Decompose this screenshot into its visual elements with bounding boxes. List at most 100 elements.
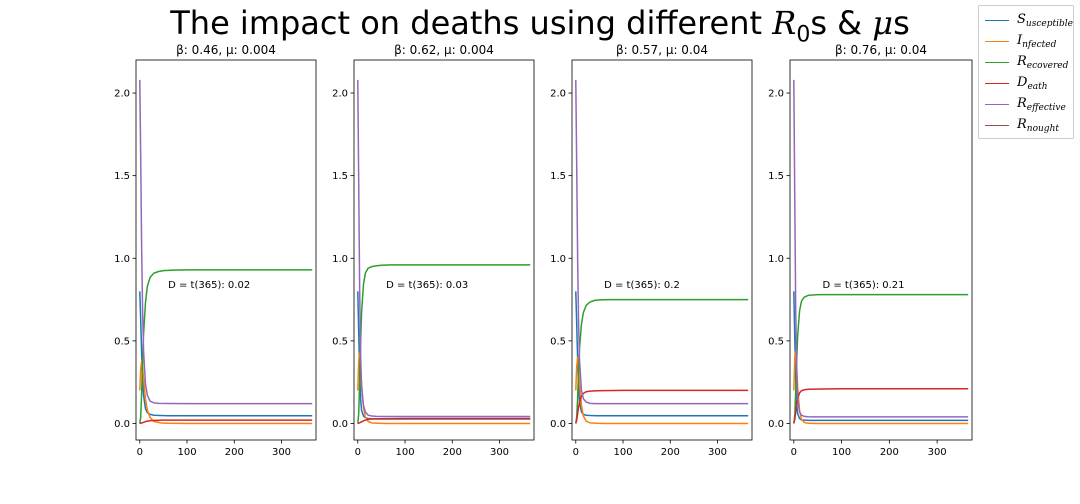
series-line-death: [139, 419, 313, 425]
series-line-recovered: [793, 293, 969, 424]
series-line-death: [793, 388, 969, 424]
death-annotation: D = t(365): 0.21: [822, 280, 904, 291]
legend-label-main: R: [1017, 116, 1027, 132]
y-tick-label: 1.0: [768, 254, 784, 265]
x-tick-label: 200: [443, 447, 462, 458]
legend-item-rnought: Rnought: [985, 116, 1059, 134]
series-line-reffective: [139, 79, 313, 405]
legend-item-death: Death: [985, 74, 1048, 92]
x-tick-label: 100: [832, 447, 851, 458]
y-tick-label: 2.0: [550, 89, 566, 100]
legend-label-infected: Infected: [1017, 33, 1056, 50]
legend-label-main: S: [1017, 11, 1026, 27]
legend-label-sub: nfected: [1022, 39, 1057, 50]
legend-label-sub: effective: [1026, 102, 1066, 113]
y-tick-label: 0.0: [550, 419, 566, 430]
legend-label-recovered: Recovered: [1017, 54, 1068, 71]
plot-area: [354, 60, 534, 440]
y-tick-label: 0.0: [114, 419, 130, 430]
legend-label-main: D: [1017, 74, 1028, 90]
subplot-1: β: 0.46, μ: 0.004 0.0 0.5 1.0 1.5 2.0 0 100 200 3…: [114, 43, 317, 458]
series-line-reffective: [357, 79, 531, 418]
legend-label-sub: eath: [1027, 81, 1048, 92]
y-tick-label: 0.5: [332, 336, 348, 347]
x-tick-label: 100: [395, 447, 414, 458]
x-tick-label: 300: [272, 447, 291, 458]
figure-title-mid: s &: [810, 4, 873, 42]
figure-title-suffix: s: [893, 4, 910, 42]
legend-label-sub: ecovered: [1026, 60, 1069, 71]
legend-item-recovered: Recovered: [985, 53, 1068, 71]
figure-title-mu: μ: [872, 4, 894, 42]
x-tick-label: 300: [928, 447, 947, 458]
x-tick-label: 0: [137, 447, 143, 458]
series-line-infected: [139, 359, 313, 425]
legend-item-reffective: Reffective: [985, 95, 1066, 113]
y-tick-label: 1.5: [550, 171, 566, 182]
legend-swatch-susceptible: [985, 19, 1009, 21]
x-tick-label: 100: [613, 447, 632, 458]
series-line-recovered: [575, 298, 749, 424]
series-line-death: [357, 417, 531, 425]
legend-label-death: Death: [1017, 75, 1048, 92]
y-tick-label: 0.5: [114, 336, 130, 347]
y-tick-label: 0.5: [768, 336, 784, 347]
x-tick-label: 300: [490, 447, 509, 458]
subplot-title: β: 0.76, μ: 0.04: [835, 43, 927, 57]
death-annotation: D = t(365): 0.02: [168, 280, 250, 291]
y-tick-label: 2.0: [114, 89, 130, 100]
x-tick-label: 200: [225, 447, 244, 458]
subplot-title: β: 0.57, μ: 0.04: [616, 43, 708, 57]
subplot-title: β: 0.46, μ: 0.004: [176, 43, 276, 57]
legend-label-reffective: Reffective: [1017, 96, 1066, 113]
plot-area: [572, 60, 752, 440]
legend-swatch-reffective: [985, 103, 1009, 105]
figure-title-r-sub: 0: [796, 22, 811, 48]
axes-frame: [571, 59, 753, 441]
plot-area: [790, 60, 972, 440]
legend-swatch-infected: [985, 40, 1009, 42]
y-tick-label: 1.0: [550, 254, 566, 265]
legend-item-susceptible: Susceptible: [985, 11, 1073, 29]
legend-label-sub: nought: [1026, 123, 1059, 134]
x-tick-label: 200: [880, 447, 899, 458]
death-annotation: D = t(365): 0.03: [386, 280, 468, 291]
legend: Susceptible Infected Recovered Death Ref…: [978, 5, 1074, 139]
figure-title: The impact on deaths using different R0s…: [0, 4, 1080, 47]
axes-frame: [789, 59, 973, 441]
legend-label-main: R: [1017, 53, 1027, 69]
y-tick-label: 1.5: [768, 171, 784, 182]
series-line-recovered: [357, 264, 531, 424]
axes-frame: [353, 59, 535, 441]
y-tick-label: 0.5: [550, 336, 566, 347]
legend-item-infected: Infected: [985, 32, 1056, 50]
series-line-infected: [575, 356, 749, 425]
legend-swatch-rnought: [985, 124, 1009, 126]
figure-title-r: R: [772, 4, 797, 42]
legend-swatch-recovered: [985, 61, 1009, 63]
y-tick-label: 1.0: [114, 254, 130, 265]
subplot-title: β: 0.62, μ: 0.004: [394, 43, 494, 57]
series-line-reffective: [575, 79, 749, 405]
legend-label-rnought: Rnought: [1017, 117, 1059, 134]
y-tick-label: 1.5: [114, 171, 130, 182]
x-tick-label: 100: [177, 447, 196, 458]
legend-swatch-death: [985, 82, 1009, 84]
legend-label-sub: usceptible: [1025, 18, 1073, 29]
x-tick-label: 0: [791, 447, 797, 458]
series-line-reffective: [793, 79, 969, 418]
subplot-2: β: 0.62, μ: 0.004 0.0 0.5 1.0 1.5 2.0 0 100 200 3…: [332, 43, 535, 458]
legend-label-main: R: [1017, 95, 1027, 111]
x-tick-label: 0: [355, 447, 361, 458]
series-line-recovered: [139, 269, 313, 424]
y-tick-label: 0.0: [332, 419, 348, 430]
subplot-4: β: 0.76, μ: 0.04 0.0 0.5 1.0 1.5 2.0 0 100 200 30…: [768, 43, 973, 458]
y-tick-label: 2.0: [332, 89, 348, 100]
y-tick-label: 1.5: [332, 171, 348, 182]
x-tick-label: 0: [573, 447, 579, 458]
death-annotation: D = t(365): 0.2: [604, 280, 680, 291]
axes-frame: [135, 59, 317, 441]
y-tick-label: 1.0: [332, 254, 348, 265]
subplot-3: β: 0.57, μ: 0.04 0.0 0.5 1.0 1.5 2.0 0 100 200 30…: [550, 43, 753, 458]
plot-area: [136, 60, 316, 440]
